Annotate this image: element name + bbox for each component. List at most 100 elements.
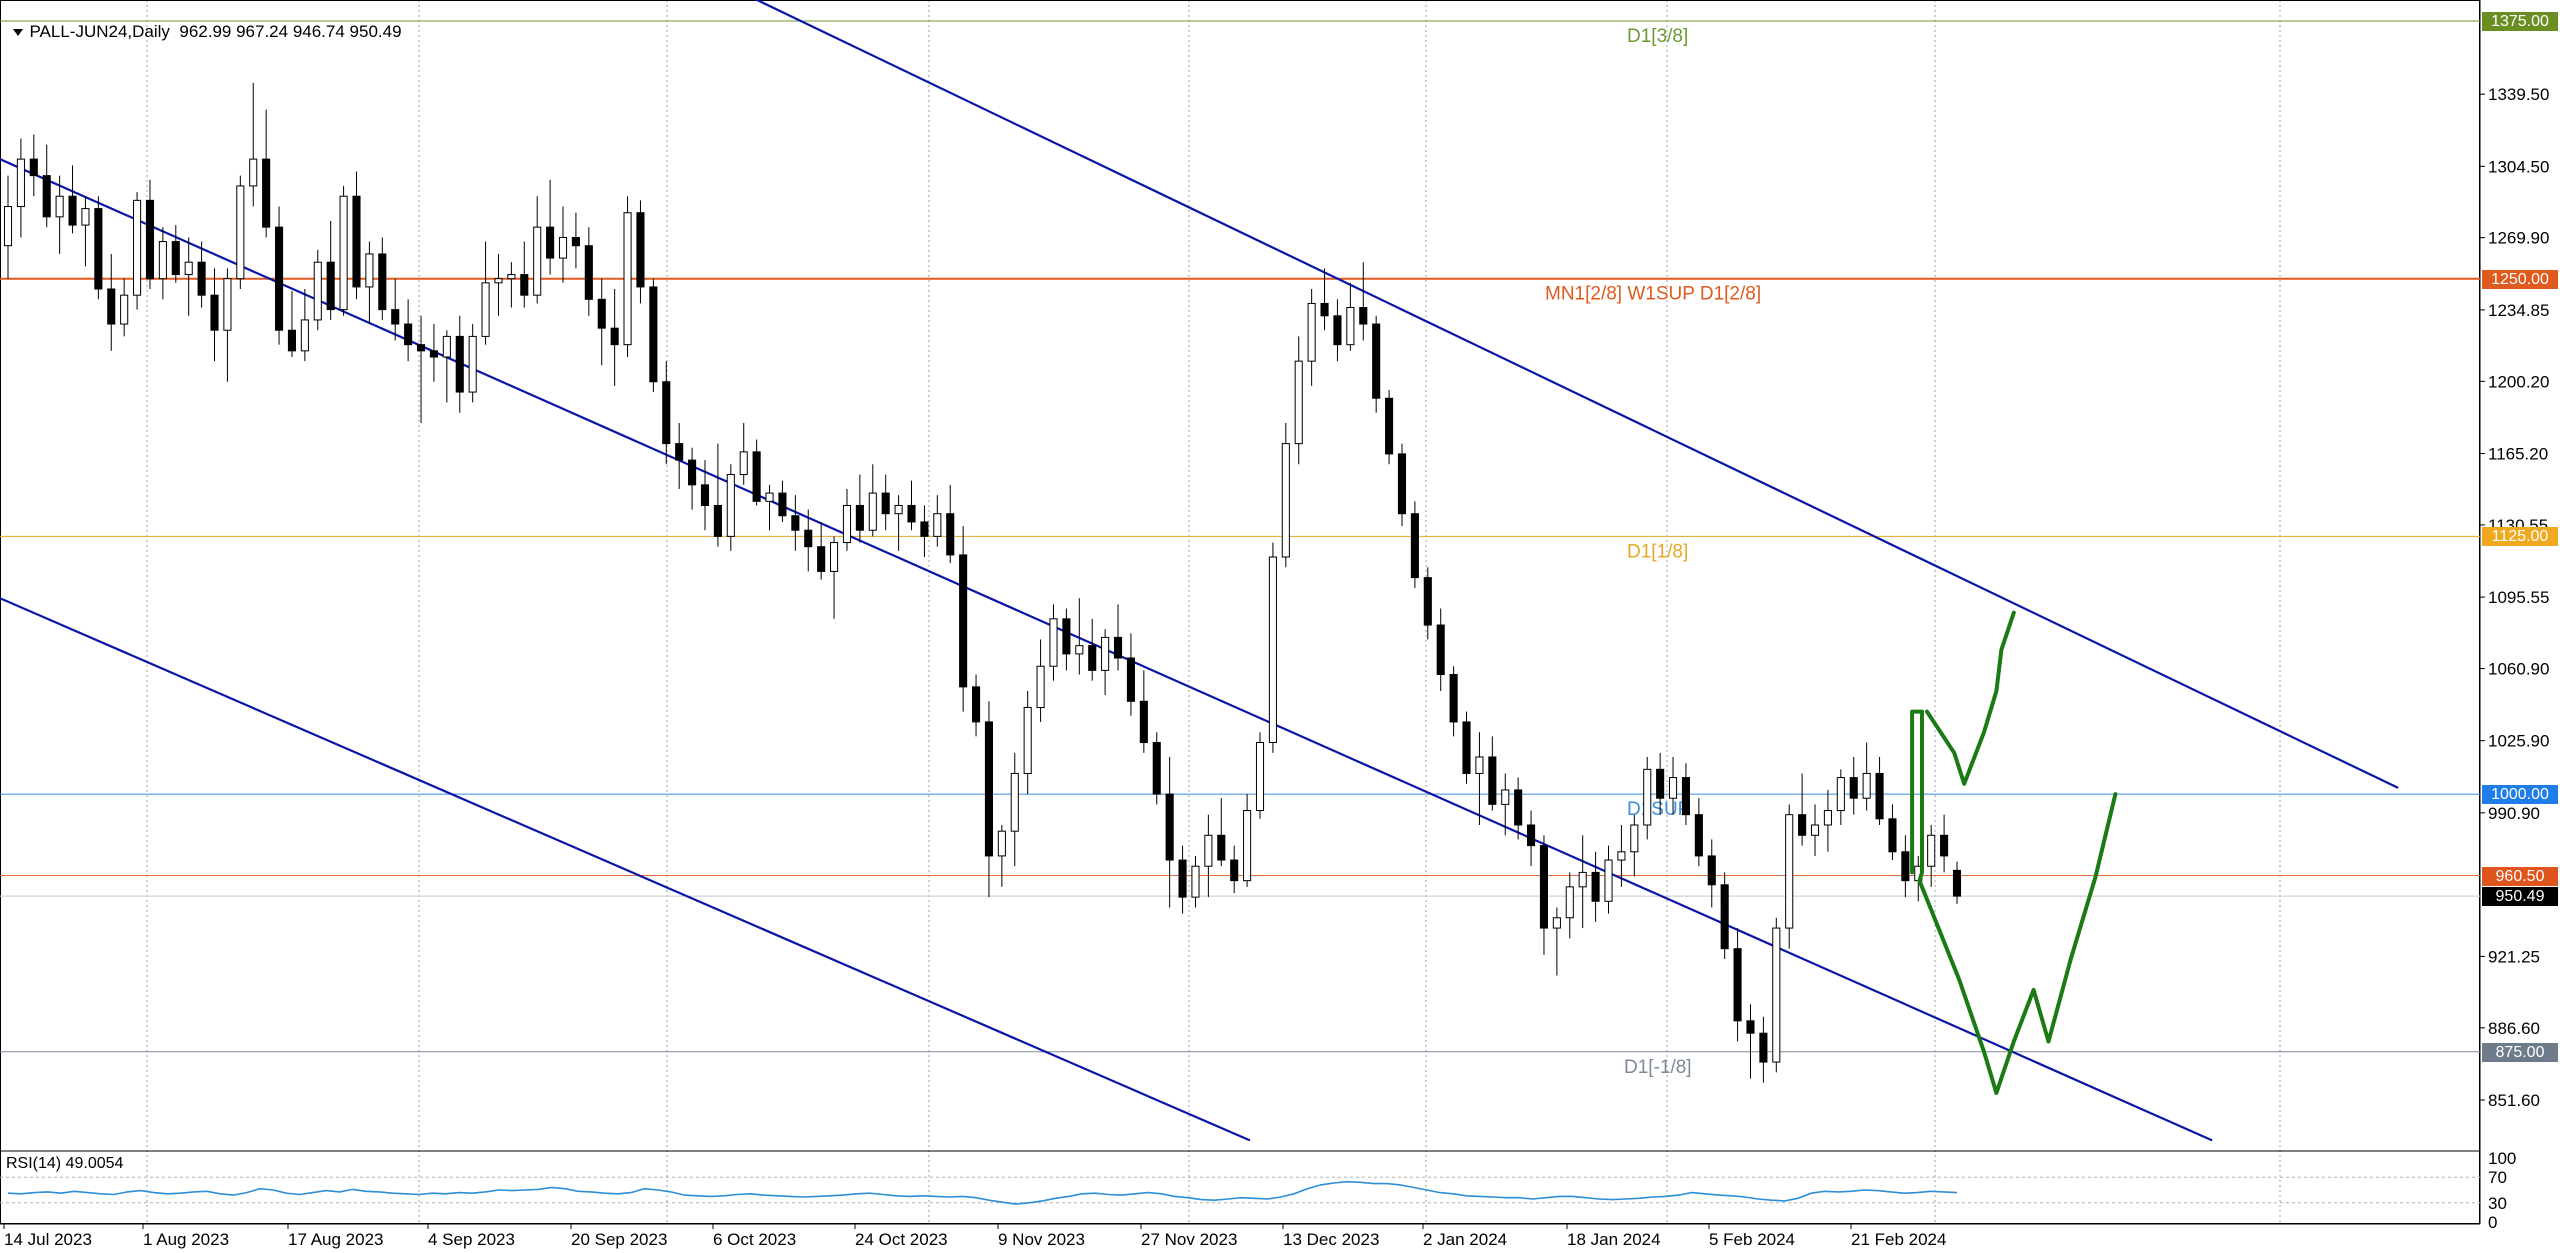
candle-bear (1952, 869, 1962, 897)
price-tag: 960.50 (2482, 866, 2558, 886)
candle-bear (1746, 1020, 1755, 1034)
time-tick-label: 17 Aug 2023 (288, 1230, 383, 1249)
candle-bull (1075, 645, 1084, 655)
forecast-line-up (1925, 610, 2016, 786)
candle-bull (1927, 834, 1936, 867)
candle-bear (1333, 315, 1342, 346)
candle-bull (765, 492, 774, 502)
candle-bear (1591, 871, 1600, 902)
candle-bear (1165, 793, 1174, 861)
price-tag: 1000.00 (2482, 785, 2558, 805)
candle-bear (1888, 818, 1897, 853)
rsi-line (7, 1180, 1958, 1205)
price-tick-label: 990.90 (2488, 804, 2540, 823)
candle-bear (688, 459, 697, 486)
candle-bull (1268, 556, 1277, 744)
candle-bear (29, 158, 38, 177)
time-tick-label: 21 Feb 2024 (1851, 1230, 1946, 1249)
price-tick-label: 1234.85 (2488, 301, 2549, 320)
time-tick-label: 20 Sep 2023 (571, 1230, 667, 1249)
candle-bear (1320, 302, 1329, 317)
candle-bear (1385, 397, 1394, 455)
candle-bear (1798, 814, 1807, 836)
candle-bull (1862, 772, 1871, 799)
rsi-scale-label: 70 (2488, 1168, 2507, 1187)
candle-bull (249, 158, 258, 187)
plot-frame (0, 0, 2480, 1224)
candle-bear (571, 236, 580, 247)
candle-bear (1720, 884, 1729, 950)
candle-bear (1152, 742, 1161, 795)
candle-bear (1707, 855, 1716, 886)
level-label: MN1[2/8] W1SUP D1[2/8] (1545, 284, 1761, 305)
candle-bear (1514, 789, 1523, 826)
last-price-tag: 950.49 (2482, 887, 2558, 907)
candle-bear (416, 344, 426, 352)
candle-bull (3, 206, 13, 247)
candle-bull (481, 282, 490, 337)
candle-bear (107, 288, 116, 325)
price-tick-label: 886.60 (2488, 1019, 2540, 1038)
candle-bull (1023, 706, 1032, 774)
candle-bull (558, 236, 568, 259)
candle-bear (662, 381, 671, 445)
price-tick-label: 851.60 (2488, 1091, 2540, 1110)
candle-bear (429, 350, 438, 358)
time-tick-label: 27 Nov 2023 (1141, 1230, 1237, 1249)
price-tick-label: 1025.90 (2488, 732, 2549, 751)
candle-bull (842, 504, 852, 544)
level-label: D1[3/8] (1627, 26, 1688, 47)
level-label: D1[-1/8] (1624, 1057, 1692, 1078)
candle-bear (700, 484, 710, 506)
candle-bear (1901, 851, 1910, 882)
time-tick-label: 14 Jul 2023 (4, 1230, 92, 1249)
time-tick-label: 1 Aug 2023 (143, 1230, 229, 1249)
candle-bull (120, 294, 129, 325)
candle-bull (1036, 665, 1045, 708)
candle-bull (997, 830, 1006, 857)
candle-bear (197, 261, 206, 296)
candle-bear (42, 175, 51, 218)
candle-bull (1810, 824, 1820, 836)
menu-triangle-icon[interactable] (13, 29, 24, 37)
time-tick-label: 5 Feb 2024 (1709, 1230, 1795, 1249)
candle-bear (287, 329, 297, 352)
candle-bear (1681, 777, 1690, 816)
candle-bull (1501, 789, 1510, 805)
candle-bear (520, 274, 529, 296)
price-tick-label: 1269.90 (2488, 229, 2549, 248)
candle-bull (1049, 618, 1058, 667)
candle-bear (907, 504, 916, 523)
candle-bear (817, 546, 826, 572)
candle-bull (1243, 810, 1252, 882)
candle-bull (830, 542, 839, 572)
candle-bear (1217, 834, 1226, 861)
candlesticks (3, 82, 1962, 1083)
candle-bear (675, 443, 684, 461)
time-tick-label: 9 Nov 2023 (998, 1230, 1085, 1249)
candle-bear (1875, 772, 1884, 820)
level-label: D1SUP (1627, 799, 1690, 820)
rsi-scale-label: 30 (2488, 1194, 2507, 1213)
candle-bear (68, 195, 77, 226)
candle-bull (133, 199, 142, 296)
candle-bear (391, 309, 400, 325)
candle-bull (1668, 777, 1678, 799)
candle-bull (533, 226, 542, 296)
candle-bull (1307, 302, 1316, 362)
candle-bull (223, 278, 232, 331)
candle-bull (933, 513, 942, 537)
time-tick-label: 6 Oct 2023 (713, 1230, 796, 1249)
candle-bull (507, 274, 516, 280)
candle-bear (1656, 768, 1665, 799)
candle-bear (1230, 859, 1239, 882)
candle-bear (1397, 453, 1407, 515)
channel-line-upper (754, 0, 2399, 789)
candle-bear (1178, 859, 1187, 898)
candle-bear (262, 158, 271, 228)
candle-bear (546, 226, 555, 259)
candle-bear (1527, 824, 1536, 847)
candle-bear (1849, 777, 1858, 799)
candle-bear (455, 335, 464, 393)
